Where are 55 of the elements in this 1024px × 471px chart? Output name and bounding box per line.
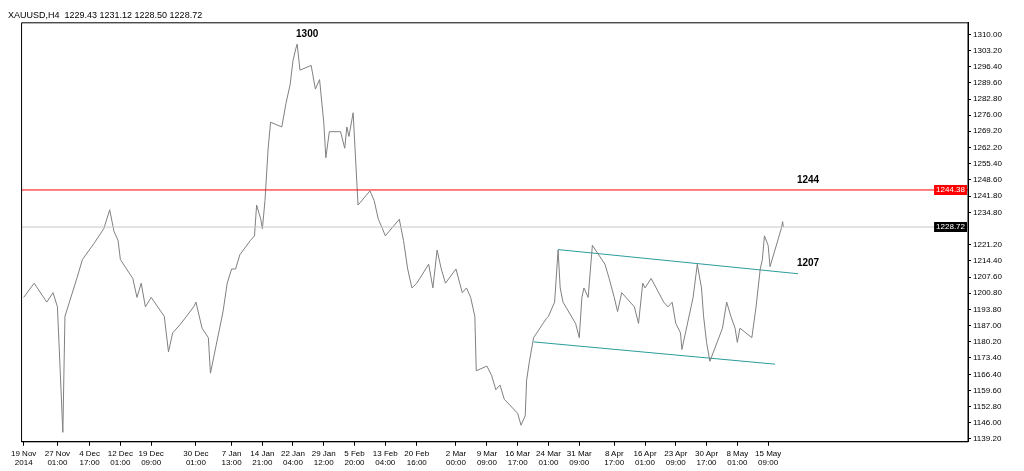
y-tick-label: 1282.80 (973, 94, 1003, 104)
x-tick-label: 19 Dec 09:00 (138, 448, 164, 468)
annotation: 1244 (796, 173, 820, 185)
x-tick-label: 23 Apr 09:00 (664, 448, 688, 468)
x-tick-label: 8 Apr 17:00 (604, 448, 625, 468)
x-tick-label: 12 Dec 01:00 (107, 448, 134, 468)
y-tick-label: 1159.60 (973, 385, 1002, 395)
x-tick-label: 16 Mar 17:00 (505, 448, 531, 468)
x-tick-label: 20 Feb 16:00 (404, 448, 430, 468)
y-tick-label: 1152.80 (973, 401, 1002, 411)
x-tick-label: 24 Mar 01:00 (536, 448, 562, 468)
y-tick-label: 1180.20 (973, 337, 1002, 347)
x-tick-label: 22 Jan 04:00 (280, 448, 305, 468)
y-tick-label: 1248.60 (973, 175, 1003, 185)
y-tick-label: 1296.40 (973, 62, 1003, 72)
y-tick-label: 1303.20 (973, 45, 1003, 55)
chart-title: XAUUSD,H4 1229.43 1231.12 1228.50 1228.72 (8, 9, 203, 20)
x-tick-label: 30 Apr 17:00 (694, 448, 719, 468)
x-tick-label: 15 May 09:00 (755, 448, 782, 468)
y-tick-label: 1214.40 (973, 256, 1003, 266)
x-tick-label: 30 Dec 01:00 (183, 448, 209, 468)
x-tick-label: 9 Mar 09:00 (476, 448, 498, 468)
x-tick-label: 19 Nov 2014 (10, 448, 37, 468)
ref-line-label: 1228.72 (936, 222, 966, 232)
y-tick-label: 1207.60 (973, 272, 1003, 282)
y-tick-label: 1187.00 (973, 321, 1002, 331)
y-tick-label: 1173.40 (973, 353, 1002, 363)
x-tick-label: 29 Jan 12:00 (311, 448, 336, 468)
y-tick-label: 1310.00 (973, 29, 1003, 39)
y-tick-label: 1289.60 (973, 78, 1003, 88)
y-tick-label: 1234.80 (973, 207, 1003, 217)
y-tick-label: 1200.80 (973, 288, 1003, 298)
x-tick-label: 2 Mar 00:00 (445, 448, 467, 468)
x-tick-label: 27 Nov 01:00 (44, 448, 71, 468)
y-tick-label: 1139.20 (973, 434, 1002, 444)
y-tick-label: 1166.40 (973, 369, 1002, 379)
x-tick-label: 8 May 01:00 (726, 448, 749, 468)
y-tick-label: 1255.40 (973, 159, 1003, 169)
x-tick-label: 4 Dec 17:00 (79, 448, 101, 468)
x-tick-label: 13 Feb 04:00 (372, 448, 399, 468)
x-tick-label: 16 Apr 01:00 (633, 448, 657, 468)
y-tick-label: 1221.20 (973, 240, 1003, 250)
annotation: 1207 (796, 257, 820, 269)
x-tick-label: 7 Jan 13:00 (221, 448, 243, 468)
ref-line-label: 1244.38 (936, 185, 966, 195)
y-tick-label: 1276.00 (973, 110, 1003, 120)
y-tick-label: 1193.80 (973, 304, 1002, 314)
annotation: 1300 (296, 27, 319, 39)
y-tick-label: 1241.80 (973, 191, 1003, 201)
y-tick-label: 1146.00 (973, 418, 1002, 428)
x-tick-label: 5 Feb 20:00 (344, 448, 366, 468)
y-tick-label: 1262.20 (973, 142, 1003, 152)
x-tick-label: 31 Mar 09:00 (566, 448, 593, 468)
x-tick-label: 14 Jan 21:00 (250, 448, 275, 468)
y-tick-label: 1269.20 (973, 126, 1003, 136)
